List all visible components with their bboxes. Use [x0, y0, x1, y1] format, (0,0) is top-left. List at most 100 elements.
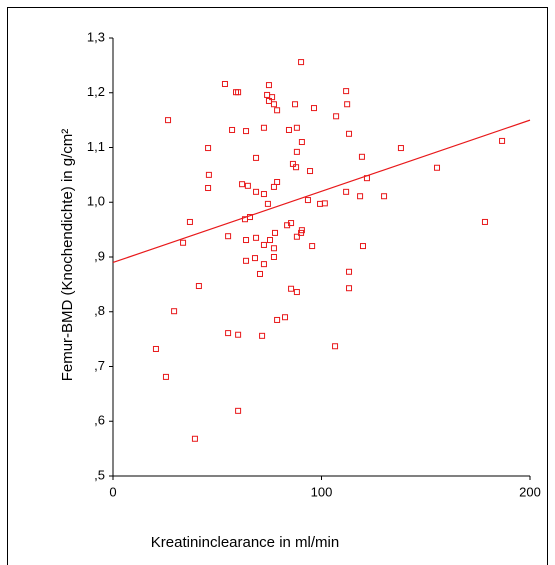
point: [235, 407, 242, 414]
point: [282, 314, 289, 321]
point: [317, 200, 324, 207]
point: [274, 178, 281, 185]
point: [481, 218, 488, 225]
point: [332, 343, 339, 350]
x-tick-label: 100: [311, 484, 333, 499]
point: [225, 330, 232, 337]
x-tick-label: 0: [109, 484, 116, 499]
point: [152, 345, 159, 352]
point: [274, 316, 281, 323]
point: [260, 191, 267, 198]
point: [253, 154, 260, 161]
point: [298, 229, 305, 236]
point: [239, 181, 246, 188]
y-tick-label: ,9: [94, 248, 105, 263]
y-tick-label: 1,3: [87, 29, 105, 44]
point: [180, 239, 187, 246]
point: [265, 82, 272, 89]
point: [256, 270, 263, 277]
y-tick-label: ,7: [94, 358, 105, 373]
point: [298, 59, 305, 66]
point: [288, 285, 295, 292]
point: [225, 233, 232, 240]
point: [298, 139, 305, 146]
point: [272, 229, 279, 236]
point: [293, 289, 300, 296]
regression-line: [112, 119, 531, 264]
point: [191, 435, 198, 442]
point: [259, 332, 266, 339]
point: [321, 200, 328, 207]
point: [260, 261, 267, 268]
point: [359, 243, 366, 250]
point: [304, 197, 311, 204]
point: [293, 148, 300, 155]
point: [346, 268, 353, 275]
point: [288, 220, 295, 227]
point: [270, 183, 277, 190]
point: [205, 185, 212, 192]
point: [270, 245, 277, 252]
point: [264, 91, 271, 98]
point: [260, 124, 267, 131]
point: [343, 188, 350, 195]
point: [264, 200, 271, 207]
point: [344, 101, 351, 108]
point: [205, 171, 212, 178]
point: [346, 285, 353, 292]
point: [205, 145, 212, 152]
x-axis-title: Kreatininclearance in ml/min: [151, 534, 339, 551]
point: [253, 188, 260, 195]
y-tick-label: 1,2: [87, 84, 105, 99]
point: [251, 255, 258, 262]
point: [343, 88, 350, 95]
point: [307, 168, 314, 175]
point: [292, 101, 299, 108]
point: [221, 80, 228, 87]
point: [381, 193, 388, 200]
y-tick-label: 1,0: [87, 194, 105, 209]
point: [309, 243, 316, 250]
point: [397, 145, 404, 152]
point: [357, 193, 364, 200]
y-tick-label: ,8: [94, 303, 105, 318]
point: [310, 105, 317, 112]
y-tick-label: ,6: [94, 413, 105, 428]
point: [293, 233, 300, 240]
point: [267, 237, 274, 244]
point: [171, 308, 178, 315]
y-axis-title: Femur-BMD (Knochendichte) in g/cm²: [59, 129, 76, 382]
point: [358, 153, 365, 160]
point: [346, 130, 353, 137]
point: [269, 94, 276, 101]
point: [195, 283, 202, 290]
point: [270, 254, 277, 260]
point: [274, 107, 281, 114]
point: [293, 124, 300, 131]
point: [265, 97, 272, 104]
point: [162, 373, 169, 380]
point: [244, 182, 251, 189]
point: [165, 117, 172, 124]
point: [293, 164, 300, 171]
point: [243, 128, 250, 135]
y-tick-label: 1,1: [87, 139, 105, 154]
point: [241, 216, 248, 223]
point: [253, 234, 260, 241]
point: [243, 257, 250, 264]
point: [285, 126, 292, 133]
point: [289, 160, 296, 167]
point: [333, 113, 340, 120]
x-tick-label: 200: [519, 484, 541, 499]
point: [243, 237, 250, 244]
point: [260, 241, 267, 248]
frame: [7, 7, 548, 565]
point: [270, 101, 277, 108]
point: [235, 331, 242, 338]
point: [434, 164, 441, 171]
point: [186, 218, 193, 225]
point: [229, 126, 236, 133]
point: [235, 89, 242, 96]
y-tick-label: ,5: [94, 467, 105, 482]
